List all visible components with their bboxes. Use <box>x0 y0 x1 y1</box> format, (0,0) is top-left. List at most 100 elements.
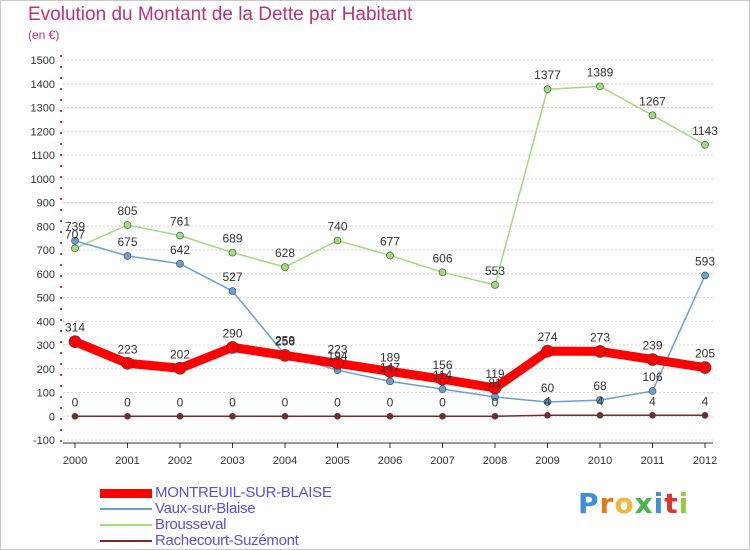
data-label-rachecourt: 4 <box>702 394 709 408</box>
data-point-montreuil <box>488 381 502 395</box>
x-tick-label: 2007 <box>430 455 454 467</box>
legend-label-brousseval: Brousseval <box>155 516 227 533</box>
data-point-rachecourt <box>701 411 709 419</box>
data-point-rachecourt <box>544 411 551 419</box>
x-axis-ticks: 2000 2001 2002 2003 2004 2005 2006 2007 2008 2009… <box>63 443 717 467</box>
x-tick-label: 2006 <box>378 455 402 467</box>
data-point-rachecourt <box>124 412 131 420</box>
data-point-brousseval <box>543 85 552 94</box>
x-tick-label: 2009 <box>535 455 559 467</box>
data-label-vaux: 81 <box>488 376 502 390</box>
y-tick-label: 200 <box>37 364 55 376</box>
y-tick-label: 700 <box>37 245 55 257</box>
data-label-rachecourt: 0 <box>439 395 446 409</box>
data-point-brousseval <box>123 221 132 229</box>
data-label-brousseval: 677 <box>380 234 400 248</box>
legend-label-vaux: Vaux-sur-Blaise <box>155 500 256 517</box>
legend-swatch-montreuil <box>100 489 152 498</box>
data-point-brousseval <box>333 236 342 245</box>
data-point-vaux <box>438 385 447 393</box>
data-point-brousseval <box>491 281 499 289</box>
data-point-montreuil <box>121 356 134 370</box>
data-label-rachecourt: 0 <box>124 395 131 409</box>
data-label-brousseval: 805 <box>117 204 137 218</box>
data-point-montreuil <box>68 335 82 348</box>
data-point-montreuil <box>173 361 187 375</box>
data-label-brousseval: 689 <box>222 232 242 246</box>
legend: MONTREUIL-SUR-BLAISE Vaux-sur-Blaise Bro… <box>100 484 360 549</box>
data-label-rachecourt: 0 <box>334 395 341 409</box>
y-tick-label: 600 <box>37 269 55 281</box>
data-point-brousseval <box>176 231 184 240</box>
data-point-montreuil <box>593 345 607 358</box>
data-label-rachecourt: 4 <box>649 394 656 408</box>
data-label-rachecourt: 0 <box>229 395 236 409</box>
data-label-montreuil: 256 <box>275 334 295 348</box>
data-point-montreuil <box>646 353 659 366</box>
y-tick-label: 1400 <box>31 79 55 91</box>
data-label-vaux: 114 <box>433 368 452 382</box>
data-label-rachecourt: 4 <box>544 394 551 408</box>
data-point-vaux <box>176 259 184 268</box>
data-label-rachecourt: 0 <box>177 395 184 409</box>
chart-title: Evolution du Montant de la Dette par Hab… <box>28 4 413 25</box>
data-point-rachecourt <box>334 412 341 420</box>
legend-item-vaux: Vaux-sur-Blaise <box>100 500 360 517</box>
y-tick-label: 900 <box>37 198 55 210</box>
data-label-montreuil: 290 <box>222 326 242 340</box>
x-tick-label: 2012 <box>693 455 717 467</box>
data-point-vaux <box>596 396 604 404</box>
data-point-brousseval <box>228 248 237 257</box>
data-label-montreuil: 119 <box>485 367 504 381</box>
legend-label-rachecourt: Rachecourt-Suzémont <box>155 532 299 549</box>
chart-unit-label: (en €) <box>28 28 60 42</box>
y-axis-ticks: -100 0 100 200 300 400 500 600 700 800 900 1000 1100… <box>31 55 55 447</box>
data-label-rachecourt: 0 <box>387 395 394 409</box>
y-tick-label: 500 <box>37 293 55 305</box>
data-point-rachecourt <box>596 411 604 419</box>
data-label-vaux: 527 <box>222 270 242 284</box>
data-label-montreuil: 274 <box>537 330 557 344</box>
data-labels-layer: 314 223 202 290 256 223 189 156 119 274 273 239 205 7… <box>65 65 718 409</box>
legend-item-brousseval: Brousseval <box>100 516 360 533</box>
data-label-brousseval: 707 <box>65 227 85 241</box>
data-label-brousseval: 1143 <box>692 124 718 138</box>
data-label-brousseval: 761 <box>170 215 190 229</box>
data-label-brousseval: 1377 <box>534 68 561 82</box>
data-label-montreuil: 314 <box>65 321 85 335</box>
y-tick-label: 1500 <box>31 55 55 67</box>
y-tick-label: 300 <box>37 340 55 352</box>
y-tick-label: 1000 <box>31 174 55 186</box>
data-label-montreuil: 273 <box>590 330 610 344</box>
data-point-montreuil <box>383 365 397 378</box>
data-label-vaux: 259 <box>275 334 295 348</box>
x-tick-label: 2002 <box>168 455 192 467</box>
data-label-rachecourt: 0 <box>492 395 499 409</box>
data-label-brousseval: 1267 <box>639 94 666 108</box>
data-point-vaux <box>386 377 394 386</box>
data-label-rachecourt: 4 <box>597 394 604 408</box>
legend-swatch-vaux <box>100 508 152 510</box>
x-tick-label: 2005 <box>325 455 349 467</box>
data-point-vaux <box>123 252 132 260</box>
data-label-brousseval: 553 <box>485 264 505 278</box>
proxiti-logo: Proxiti <box>578 487 690 520</box>
data-label-montreuil: 202 <box>170 347 190 361</box>
data-point-vaux <box>648 387 657 395</box>
data-point-rachecourt <box>281 412 289 420</box>
data-point-montreuil <box>541 344 554 358</box>
y-tick-label: 1300 <box>31 103 55 115</box>
x-tick-label: 2000 <box>63 455 87 467</box>
legend-label-montreuil: MONTREUIL-SUR-BLAISE <box>155 484 332 501</box>
data-point-brousseval <box>281 263 289 271</box>
legend-item-montreuil: MONTREUIL-SUR-BLAISE <box>100 484 360 501</box>
data-label-montreuil: 239 <box>642 338 662 352</box>
data-label-vaux: 147 <box>380 360 400 374</box>
y-tick-label: 1200 <box>31 126 55 138</box>
data-label-vaux: 60 <box>541 381 555 395</box>
data-point-rachecourt <box>71 412 79 420</box>
axes <box>60 55 713 444</box>
data-label-brousseval: 606 <box>432 251 452 265</box>
data-label-vaux: 194 <box>327 349 347 363</box>
